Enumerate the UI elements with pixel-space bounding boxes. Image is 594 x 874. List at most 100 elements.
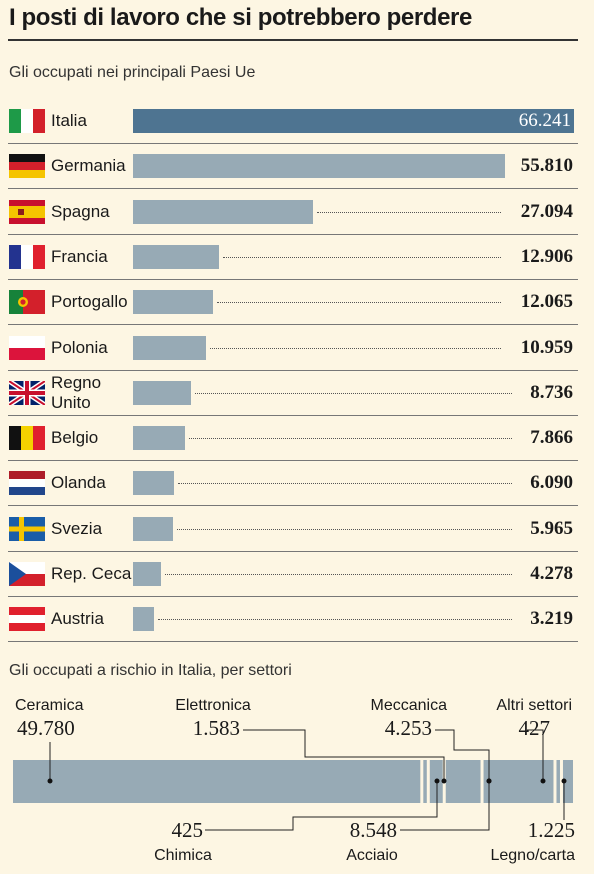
data-label: 66.241 (518, 110, 571, 131)
bar (133, 244, 219, 269)
segment (445, 760, 481, 803)
country-label: Italia (51, 111, 87, 130)
leader-dots (165, 574, 512, 575)
bar (133, 109, 574, 133)
segment-name: Meccanica (371, 697, 448, 714)
country-label: Regno Unito (51, 372, 102, 412)
country-label: Spagna (51, 201, 110, 221)
row-divider (8, 550, 578, 552)
leader-dots (195, 392, 512, 394)
uk-flag-icon (9, 380, 45, 405)
data-label: 55.810 (520, 155, 573, 177)
country-label: Germania (51, 156, 126, 176)
bar-row: Italia 66.241 (0, 99, 594, 144)
leader-dot (540, 778, 546, 784)
data-label: 7.866 (530, 427, 573, 449)
country-label: Francia (51, 246, 108, 266)
belgium-flag-icon (9, 426, 45, 451)
data-label: 27.094 (520, 200, 573, 222)
segment-name: Acciaio (346, 847, 398, 864)
bar-row: Germania 55.810 (0, 144, 594, 190)
segment (13, 760, 421, 803)
austria-flag-icon (9, 607, 45, 632)
bar-row: Polonia 10.959 (0, 326, 594, 371)
row-divider (8, 641, 578, 643)
leader-dot (434, 778, 440, 784)
leader-dots (177, 483, 512, 485)
segment-value: 1.225 (528, 818, 575, 842)
bar (133, 471, 174, 496)
bar-row: Portogallo 12.065 (0, 280, 594, 326)
bar-row: Spagna 27.094 (0, 190, 594, 235)
row-divider (8, 143, 578, 144)
row-divider (8, 278, 578, 280)
data-label: 3.219 (530, 608, 573, 630)
country-label: Portogallo (51, 292, 128, 312)
country-label: Austria (51, 609, 104, 629)
bar (133, 154, 505, 179)
row-divider (8, 369, 578, 371)
row-divider (8, 414, 578, 416)
data-label: 12.065 (520, 291, 573, 313)
country-label: Rep. Ceca (51, 564, 132, 583)
segment-name: Legno/carta (490, 847, 575, 864)
bar (133, 290, 214, 315)
italy-flag-icon (9, 109, 45, 133)
bar (133, 426, 186, 451)
leader-dots (209, 347, 501, 349)
data-label: 8.736 (530, 381, 573, 403)
segment-name: Ceramica (15, 697, 84, 714)
leader-line (243, 729, 445, 781)
leader-dots (176, 528, 512, 530)
portugal-flag-icon (9, 290, 45, 315)
leader-dot (486, 778, 492, 784)
leader-dots (222, 256, 501, 258)
segment-value: 49.780 (17, 716, 75, 740)
bar (133, 607, 155, 632)
bar-row: Belgio 7.866 (0, 416, 594, 462)
chart2-subtitle: Gli occupati a rischio in Italia, per se… (9, 662, 292, 679)
segment-value: 1.583 (193, 716, 240, 740)
bar (133, 380, 192, 405)
poland-flag-icon (9, 335, 45, 360)
data-label: 12.906 (520, 245, 573, 267)
leader-dot (47, 778, 53, 784)
country-label: Polonia (51, 337, 108, 357)
chart1-subtitle: Gli occupati nei principali Paesi Ue (9, 64, 256, 81)
segment-value: 8.548 (350, 818, 397, 842)
netherlands-flag-icon (9, 471, 45, 496)
segment (423, 760, 427, 803)
country-label: Olanda (51, 473, 106, 493)
bar (133, 562, 162, 586)
leader-dots (217, 302, 501, 304)
leader-dots (158, 619, 512, 621)
segment-name: Elettronica (175, 697, 251, 714)
leader-dot (441, 778, 447, 784)
data-label: 10.959 (520, 336, 573, 358)
segment-value: 425 (172, 818, 204, 842)
segment-value: 427 (519, 716, 551, 740)
germany-flag-icon (9, 154, 45, 179)
row-divider (8, 596, 578, 597)
row-divider (8, 233, 578, 235)
segment-name: Altri settori (496, 697, 572, 714)
bar-row: Austria 3.219 (0, 597, 594, 643)
leader-line (435, 729, 490, 781)
data-label: 6.090 (530, 472, 573, 494)
leader-dots (189, 438, 512, 440)
country-label: Belgio (51, 428, 99, 448)
leader-line (400, 781, 490, 831)
chart-title: I posti di lavoro che si potrebbero perd… (9, 4, 472, 31)
segment-value: 4.253 (385, 716, 432, 740)
segment-name: Chimica (154, 847, 212, 864)
leader-line (527, 729, 544, 781)
bar (133, 199, 314, 224)
sweden-flag-icon (9, 516, 45, 541)
row-divider (8, 188, 578, 190)
sector-stacked-bar-chart: Ceramica 49.780 Chimica 425 Elettronica 1.583… (13, 697, 575, 864)
bar-row: Regno Unito 8.736 (0, 371, 594, 416)
segment (556, 760, 560, 803)
bar-row: Olanda 6.090 (0, 461, 594, 507)
france-flag-icon (9, 244, 45, 269)
bar-row: Rep. Ceca 4.278 (0, 552, 594, 597)
